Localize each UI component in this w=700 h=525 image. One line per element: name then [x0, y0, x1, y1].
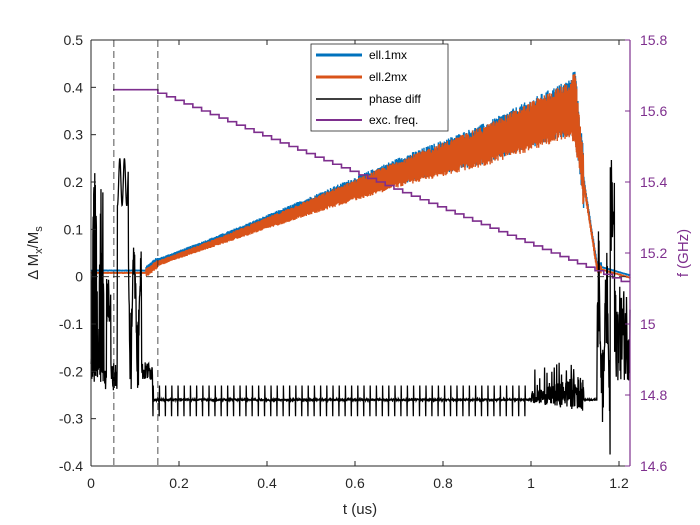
- y-tick-label: -0.2: [59, 363, 83, 379]
- y-axis-label-part-2: x: [33, 248, 45, 254]
- series-phase-diff-line: [90, 158, 631, 455]
- legend-label-exc-freq: exc. freq.: [369, 113, 418, 127]
- y-tick-label: 0.2: [64, 174, 84, 190]
- legend-label-ell1mx: ell.1mx: [369, 48, 407, 62]
- y-right-tick-label: 15: [640, 316, 656, 332]
- reference-lines: [91, 40, 630, 466]
- tick-layer: 0 0.2 0.4 0.6 0.8 1 1.2 -0.4 -0.3 -0.2 -0.1 0 0.1 0.2…: [59, 32, 668, 491]
- y-right-tick-label: 15.2: [640, 245, 667, 261]
- y-tick-label: -0.4: [59, 458, 83, 474]
- y-tick-label: -0.1: [59, 316, 83, 332]
- y-axis-label-part-1: Δ M: [25, 254, 42, 280]
- y-tick-label: 0.4: [64, 79, 84, 95]
- y-axis-label: Δ Mx/Ms: [25, 226, 45, 280]
- y-axis-label-part-4: s: [33, 226, 45, 232]
- y-tick-label: 0.3: [64, 127, 84, 143]
- x-axis-label: t (us): [343, 501, 377, 518]
- y-tick-label: 0.1: [64, 221, 84, 237]
- y-right-tick-label: 15.6: [640, 103, 667, 119]
- y-right-tick-label: 15.4: [640, 174, 667, 190]
- y-axis-label-part-3: /M: [25, 232, 42, 249]
- legend-label-phase-diff: phase diff: [369, 92, 421, 106]
- x-tick-label: 1: [527, 475, 535, 491]
- series-ell2mx-line: [90, 74, 631, 279]
- y-right-tick-label: 15.8: [640, 32, 667, 48]
- data-layer: [90, 71, 631, 455]
- y-tick-label: 0: [75, 269, 83, 285]
- legend: ell.1mx ell.2mx phase diff exc. freq.: [310, 43, 449, 132]
- series-exc-freq-line: [113, 88, 630, 283]
- x-tick-label: 0.2: [169, 475, 189, 491]
- x-tick-label: 0.8: [433, 475, 453, 491]
- x-tick-label: 0: [87, 475, 95, 491]
- legend-label-ell2mx: ell.2mx: [369, 70, 407, 84]
- y-axis-right-label: f (GHz): [675, 229, 692, 277]
- x-tick-label: 1.2: [609, 475, 629, 491]
- y-right-tick-label: 14.6: [640, 458, 667, 474]
- x-tick-label: 0.6: [345, 475, 365, 491]
- y-right-tick-label: 14.8: [640, 387, 667, 403]
- x-tick-label: 0.4: [257, 475, 277, 491]
- y-tick-label: 0.5: [64, 32, 84, 48]
- legend-box: [310, 43, 449, 132]
- y-tick-label: -0.3: [59, 411, 83, 427]
